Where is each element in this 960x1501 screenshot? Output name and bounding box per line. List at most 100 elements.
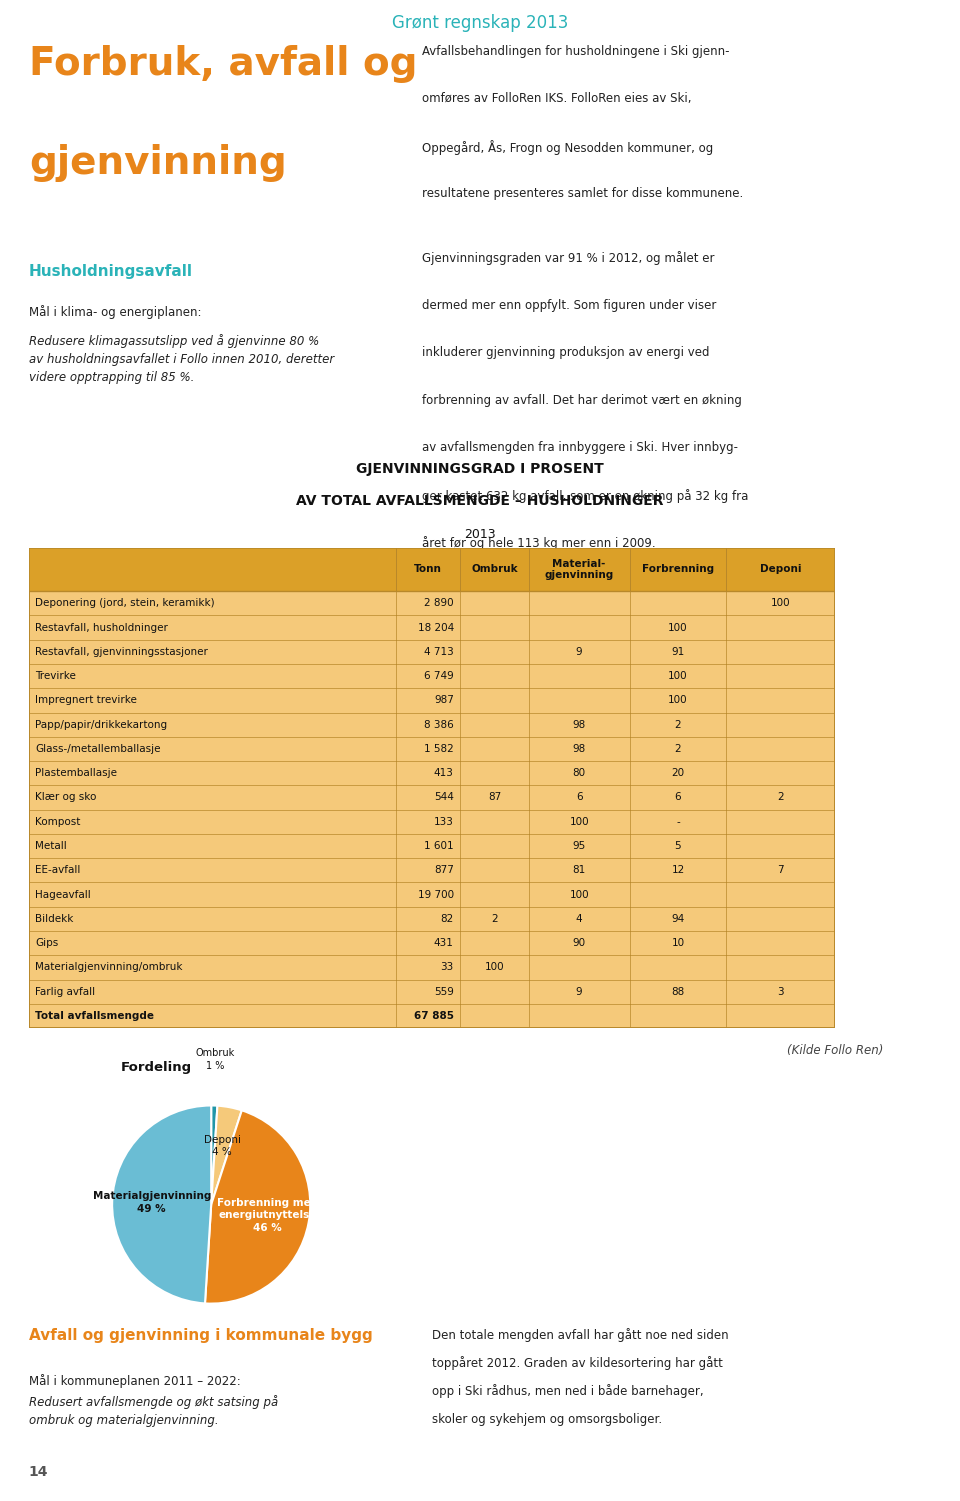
Text: 987: 987: [434, 695, 454, 705]
Text: 100: 100: [668, 671, 687, 681]
Text: 413: 413: [434, 769, 454, 778]
Text: Klær og sko: Klær og sko: [36, 793, 97, 803]
Wedge shape: [205, 1111, 310, 1303]
Text: 10: 10: [671, 938, 684, 949]
Text: AV TOTAL AVFALLSMENGDE – HUSHOLDNINGER: AV TOTAL AVFALLSMENGDE – HUSHOLDNINGER: [297, 494, 663, 507]
Text: 87: 87: [488, 793, 501, 803]
Text: -: -: [676, 817, 680, 827]
Text: Ombruk
1 %: Ombruk 1 %: [196, 1049, 235, 1070]
Text: 877: 877: [434, 866, 454, 875]
Text: 100: 100: [569, 817, 589, 827]
Text: Deponering (jord, stein, keramikk): Deponering (jord, stein, keramikk): [36, 599, 215, 608]
Text: 14: 14: [29, 1465, 48, 1480]
Text: 2: 2: [675, 719, 682, 729]
Text: 8 386: 8 386: [424, 719, 454, 729]
Text: 98: 98: [572, 744, 586, 754]
Text: Forbruk, avfall og: Forbruk, avfall og: [29, 45, 418, 83]
Text: resultatene presenteres samlet for disse kommunene.: resultatene presenteres samlet for disse…: [422, 188, 744, 201]
Text: 2: 2: [778, 793, 784, 803]
Text: 7: 7: [778, 866, 784, 875]
Text: (Kilde Follo Ren): (Kilde Follo Ren): [787, 1045, 883, 1057]
Text: 6: 6: [675, 793, 682, 803]
Wedge shape: [211, 1106, 242, 1204]
Text: 19 700: 19 700: [418, 890, 454, 899]
Text: Gjenvinningsgraden var 91 % i 2012, og målet er: Gjenvinningsgraden var 91 % i 2012, og m…: [422, 251, 715, 266]
Text: 82: 82: [441, 914, 454, 925]
Text: 1 582: 1 582: [424, 744, 454, 754]
Text: 100: 100: [668, 623, 687, 632]
Text: 544: 544: [434, 793, 454, 803]
Text: Glass-/metallemballasje: Glass-/metallemballasje: [36, 744, 160, 754]
Text: 91: 91: [671, 647, 684, 657]
Text: Total avfallsmengde: Total avfallsmengde: [36, 1012, 155, 1021]
Text: 100: 100: [771, 599, 791, 608]
Text: Deponi
4 %: Deponi 4 %: [204, 1135, 241, 1157]
Text: Metall: Metall: [36, 841, 67, 851]
Text: 18 204: 18 204: [418, 623, 454, 632]
Text: forbrenning av avfall. Det har derimot vært en økning: forbrenning av avfall. Det har derimot v…: [422, 393, 742, 407]
Text: 20: 20: [671, 769, 684, 778]
Text: Hageavfall: Hageavfall: [36, 890, 91, 899]
Text: 2: 2: [675, 744, 682, 754]
Text: Tonn: Tonn: [414, 564, 442, 575]
Text: Ombruk: Ombruk: [471, 564, 517, 575]
Text: Avfallsbehandlingen for husholdningene i Ski gjenn-: Avfallsbehandlingen for husholdningene i…: [422, 45, 730, 59]
Text: 100: 100: [569, 890, 589, 899]
Text: 133: 133: [434, 817, 454, 827]
Text: Bildekk: Bildekk: [36, 914, 74, 925]
Text: 81: 81: [572, 866, 586, 875]
Text: 33: 33: [441, 962, 454, 973]
Text: Grønt regnskap 2013: Grønt regnskap 2013: [392, 14, 568, 32]
Text: 67 885: 67 885: [414, 1012, 454, 1021]
Text: GJENVINNINGSGRAD I PROSENT: GJENVINNINGSGRAD I PROSENT: [356, 462, 604, 476]
Text: toppåret 2012. Graden av kildesortering har gått: toppåret 2012. Graden av kildesortering …: [432, 1357, 723, 1370]
Text: Farlig avfall: Farlig avfall: [36, 986, 95, 997]
Text: Redusere klimagassutslipp ved å gjenvinne 80 %
av husholdningsavfallet i Follo i: Redusere klimagassutslipp ved å gjenvinn…: [29, 335, 334, 384]
Text: skoler og sykehjem og omsorgsboliger.: skoler og sykehjem og omsorgsboliger.: [432, 1412, 662, 1426]
Text: 98: 98: [572, 719, 586, 729]
Text: Impregnert trevirke: Impregnert trevirke: [36, 695, 137, 705]
Text: 431: 431: [434, 938, 454, 949]
Text: 95: 95: [572, 841, 586, 851]
Text: Material-
gjenvinning: Material- gjenvinning: [544, 558, 613, 581]
Text: 80: 80: [572, 769, 586, 778]
Text: 4 713: 4 713: [424, 647, 454, 657]
Text: 6 749: 6 749: [424, 671, 454, 681]
Text: 6: 6: [576, 793, 583, 803]
Text: 100: 100: [668, 695, 687, 705]
Text: 12: 12: [671, 866, 684, 875]
Bar: [29, 548, 835, 591]
Wedge shape: [211, 1105, 217, 1204]
Text: 559: 559: [434, 986, 454, 997]
Text: Mål i kommuneplanen 2011 – 2022:: Mål i kommuneplanen 2011 – 2022:: [29, 1375, 241, 1388]
Text: Forbrenning med
energiutnyttelse
46 %: Forbrenning med energiutnyttelse 46 %: [217, 1198, 319, 1232]
Text: 94: 94: [671, 914, 684, 925]
Text: 9: 9: [576, 647, 583, 657]
Text: 5: 5: [675, 841, 682, 851]
Text: 4: 4: [576, 914, 583, 925]
Text: Kompost: Kompost: [36, 817, 81, 827]
Text: 9: 9: [576, 986, 583, 997]
Text: Deponi: Deponi: [760, 564, 802, 575]
Text: 2013: 2013: [465, 528, 495, 540]
Text: dermed mer enn oppfylt. Som figuren under viser: dermed mer enn oppfylt. Som figuren unde…: [422, 299, 717, 312]
Text: 100: 100: [485, 962, 504, 973]
Wedge shape: [112, 1105, 211, 1303]
Text: 2: 2: [492, 914, 498, 925]
Text: Fordeling: Fordeling: [121, 1061, 192, 1073]
Text: 3: 3: [778, 986, 784, 997]
Text: gjenvinning: gjenvinning: [29, 144, 286, 182]
Text: Forbrenning: Forbrenning: [642, 564, 714, 575]
Text: opp i Ski rådhus, men ned i både barnehager,: opp i Ski rådhus, men ned i både barneha…: [432, 1384, 704, 1399]
Text: ombruk og materialgjenvinning.: ombruk og materialgjenvinning.: [29, 1414, 219, 1427]
Text: Husholdningsavfall: Husholdningsavfall: [29, 264, 193, 279]
Text: 88: 88: [671, 986, 684, 997]
Text: 2 890: 2 890: [424, 599, 454, 608]
Text: året før og hele 113 kg mer enn i 2009.: året før og hele 113 kg mer enn i 2009.: [422, 536, 656, 551]
Text: Materialgjenvinning/ombruk: Materialgjenvinning/ombruk: [36, 962, 182, 973]
Text: Papp/papir/drikkekartong: Papp/papir/drikkekartong: [36, 719, 167, 729]
Text: Restavfall, gjenvinningsstasjoner: Restavfall, gjenvinningsstasjoner: [36, 647, 208, 657]
Text: omføres av FolloRen IKS. FolloRen eies av Ski,: omføres av FolloRen IKS. FolloRen eies a…: [422, 93, 692, 105]
Text: Den totale mengden avfall har gått noe ned siden: Den totale mengden avfall har gått noe n…: [432, 1328, 729, 1342]
Text: Avfall og gjenvinning i kommunale bygg: Avfall og gjenvinning i kommunale bygg: [29, 1328, 372, 1343]
